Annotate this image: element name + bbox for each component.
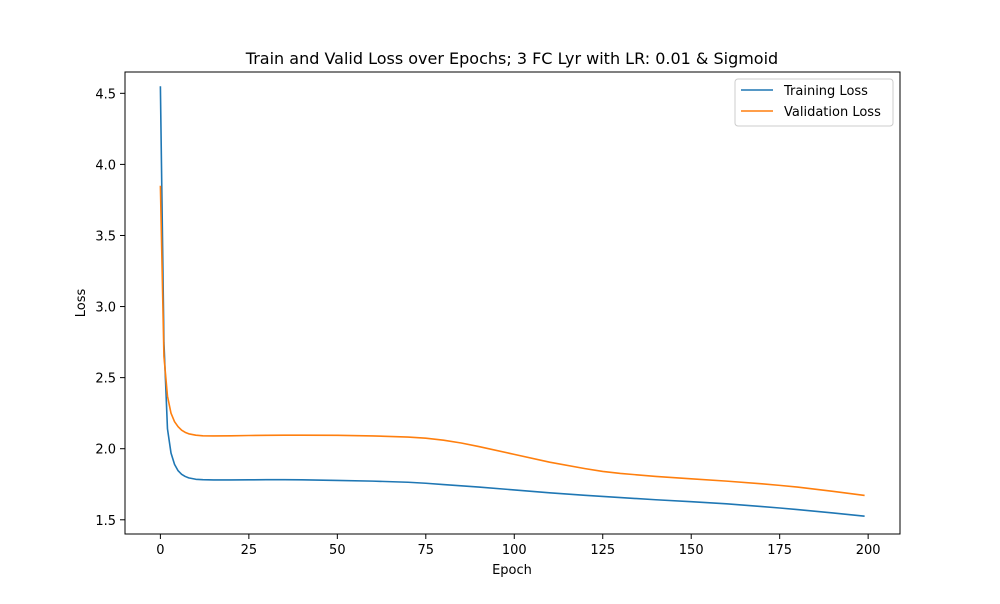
legend: Training Loss Validation Loss	[734, 78, 894, 127]
y-axis-label: Loss	[74, 289, 89, 318]
y-axis-ticks: 1.5 2.0 2.5 3.0 3.5 4.0 4.5	[95, 87, 125, 529]
x-tick-label: 150	[679, 543, 704, 558]
x-tick-label: 75	[418, 543, 435, 558]
x-tick-label: 0	[156, 543, 164, 558]
x-tick-label: 125	[590, 543, 615, 558]
series-line-training-loss	[159, 86, 865, 518]
legend-label: Validation Loss	[784, 105, 881, 120]
x-axis-ticks: 0 25 50 75 100 125 150 175 200	[156, 534, 881, 558]
y-tick-label: 2.0	[95, 443, 116, 458]
x-tick-label: 25	[241, 543, 258, 558]
plot-area	[124, 71, 901, 535]
x-tick-label: 200	[856, 543, 881, 558]
series-layer	[159, 86, 865, 518]
series-line-validation-loss	[159, 185, 865, 497]
y-tick-label: 2.5	[95, 372, 116, 387]
x-tick-label: 50	[329, 543, 346, 558]
legend-frame	[734, 78, 894, 127]
chart-title: Train and Valid Loss over Epochs; 3 FC L…	[245, 49, 778, 68]
x-tick-label: 100	[502, 543, 527, 558]
legend-label: Training Loss	[783, 84, 868, 99]
x-axis-label: Epoch	[492, 563, 532, 578]
y-tick-label: 1.5	[95, 514, 116, 529]
y-tick-label: 3.5	[95, 229, 116, 244]
y-tick-label: 3.0	[95, 301, 116, 316]
plot-frame	[124, 71, 901, 535]
y-tick-label: 4.5	[95, 87, 116, 102]
x-tick-label: 175	[767, 543, 792, 558]
y-tick-label: 4.0	[95, 158, 116, 173]
